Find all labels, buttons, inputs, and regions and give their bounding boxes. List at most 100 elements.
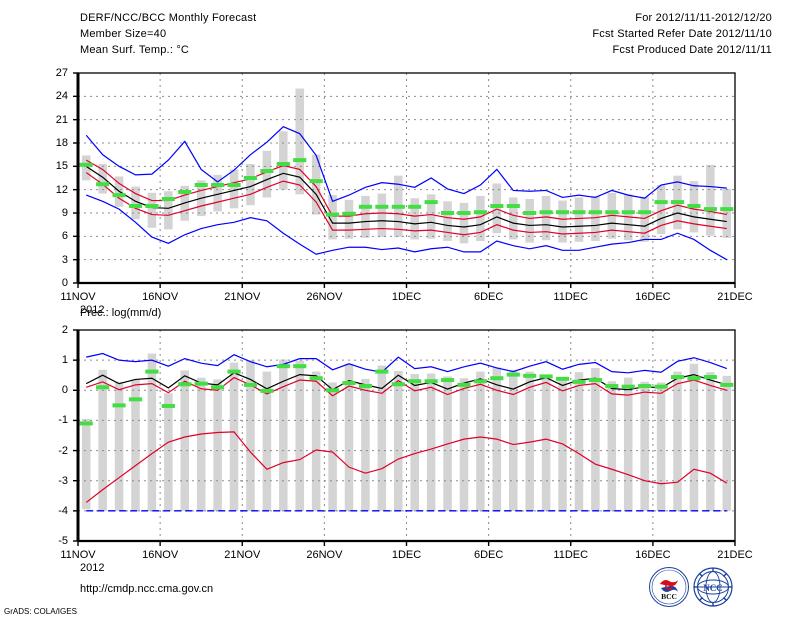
- x-axis-tick-label: 1DEC: [391, 291, 422, 303]
- spread-bar: [361, 378, 370, 511]
- spread-bar: [394, 370, 403, 511]
- climatology-dash: [473, 210, 487, 215]
- climatology-dash: [112, 403, 126, 408]
- header-variable-label: Mean Surf. Temp.: °C: [80, 44, 190, 56]
- spread-bar: [492, 183, 502, 234]
- climatology-dash: [79, 421, 93, 426]
- series-line: [85, 431, 728, 503]
- climatology-dash: [572, 379, 586, 384]
- spread-bar: [541, 195, 551, 241]
- spread-bar: [131, 186, 140, 220]
- footer-url[interactable]: http://cmdp.ncc.cma.gov.cn: [80, 583, 214, 595]
- spread-bar: [574, 197, 584, 242]
- climatology-dash: [605, 210, 619, 215]
- climatology-dash: [145, 204, 159, 208]
- climatology-dash: [457, 382, 471, 387]
- climatology-dash: [178, 382, 192, 387]
- spread-bar: [311, 154, 321, 215]
- climatology-dash: [506, 204, 520, 208]
- x-axis-tick-label: 6DEC: [473, 291, 504, 303]
- climatology-dash: [572, 210, 586, 215]
- spread-bar: [607, 381, 617, 511]
- ensemble-spread-bars-temperature: [81, 88, 732, 244]
- spread-bar: [689, 363, 699, 511]
- spread-bar: [656, 185, 666, 234]
- spread-bar: [459, 202, 469, 244]
- climatology-dash: [523, 211, 537, 215]
- climatology-dash: [309, 376, 323, 381]
- spread-bar: [229, 169, 239, 209]
- climatology-dash: [588, 210, 602, 215]
- climatology-dash: [670, 200, 685, 205]
- x-axis-tick-label: 11NOV: [60, 549, 96, 561]
- spread-bar: [508, 197, 518, 240]
- climatology-dash: [621, 384, 635, 389]
- spread-bar: [328, 195, 337, 240]
- climatology-dash: [391, 204, 405, 209]
- spread-bar: [640, 196, 649, 242]
- series-line: [85, 194, 728, 261]
- climatology-dash: [375, 204, 389, 209]
- y-axis-tick-label: 0: [61, 277, 68, 289]
- climatology-dash: [342, 211, 356, 216]
- spread-bar: [147, 192, 157, 228]
- climatology-dash: [555, 376, 570, 381]
- x-axis-tick-label: 21DEC: [717, 291, 753, 303]
- climatology-dash: [408, 204, 422, 209]
- x-axis-tick-label: 21NOV: [224, 291, 261, 303]
- climatology-dash: [79, 162, 93, 167]
- spread-bar: [147, 353, 157, 511]
- climatology-dash: [638, 384, 652, 389]
- climatology-dash: [555, 210, 570, 215]
- climatology-marks-temperature: [79, 158, 734, 217]
- climatology-dash: [211, 385, 225, 390]
- y-axis-tick-label: 9: [61, 207, 68, 219]
- climatology-dash: [408, 379, 422, 384]
- climatology-dash: [424, 200, 438, 205]
- climatology-dash: [243, 176, 258, 180]
- y-axis-tick-label: -3: [58, 474, 68, 487]
- x-axis-tick-label: 26NOV: [306, 549, 343, 561]
- y-axis-tick-label: 6: [61, 230, 68, 243]
- climatology-dash: [687, 376, 701, 381]
- spread-bar: [591, 367, 600, 511]
- gridlines-temperature: [78, 73, 735, 283]
- spread-bar: [131, 379, 140, 511]
- climatology-dash: [227, 183, 241, 187]
- series-line: [85, 165, 727, 228]
- climatology-dash: [309, 179, 323, 184]
- spread-bar: [476, 371, 485, 511]
- panel-temperature: [73, 72, 736, 288]
- spread-bar: [246, 360, 255, 511]
- spread-bar: [295, 88, 305, 195]
- ncc-logo-icon: NCC: [693, 567, 733, 607]
- climatology-dash: [539, 210, 553, 215]
- climatology-dash: [358, 204, 373, 209]
- spread-bar: [98, 164, 107, 194]
- climatology-dash: [638, 210, 652, 215]
- bcc-logo-icon: BCC: [649, 567, 689, 607]
- climatology-dash: [326, 388, 340, 393]
- y-axis-tick-label: -5: [58, 535, 68, 547]
- climatology-dash: [112, 193, 126, 198]
- spread-bar: [180, 370, 190, 511]
- climatology-dash: [293, 364, 307, 369]
- spread-bar: [114, 381, 124, 511]
- x-axis-tick-label: 1DEC: [391, 549, 422, 561]
- y-axis-tick-label: 0: [61, 384, 68, 397]
- spread-bar: [344, 363, 354, 511]
- climatology-dash: [260, 388, 274, 393]
- y-axis-tick-label: 18: [55, 137, 68, 149]
- x-axis-tick-label: 16DEC: [635, 549, 671, 561]
- y-axis-tick-label: 1: [61, 354, 68, 367]
- series-line: [85, 372, 727, 391]
- climatology-dash: [276, 364, 290, 369]
- spread-bar: [213, 379, 222, 511]
- climatology-dash: [621, 210, 635, 215]
- spread-bar: [410, 374, 419, 511]
- climatology-dash: [96, 385, 110, 390]
- spread-bar: [426, 373, 436, 511]
- y-axis-tick-label: 24: [55, 90, 68, 103]
- y-axis-tick-label: -2: [58, 444, 68, 457]
